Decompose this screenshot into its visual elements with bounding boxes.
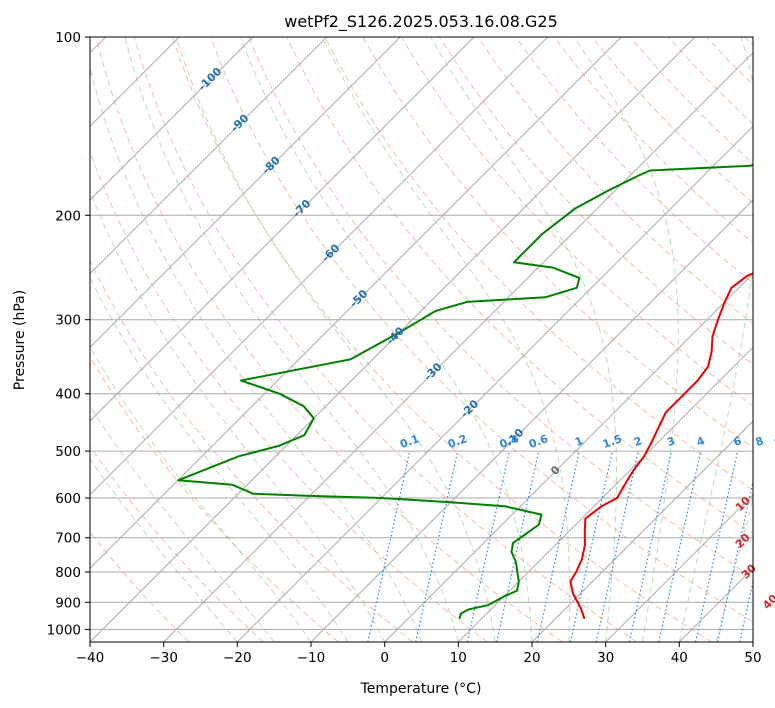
chart-title: wetPf2_S126.2025.053.16.08.G25 (284, 12, 558, 32)
mixing-ratio-label: 6 (732, 434, 744, 449)
x-tick-label: −10 (297, 650, 326, 666)
isotherm-line (90, 37, 401, 349)
axis-ticks: −40 −30 −20 −10 0 10 20 30 40 5010020030040050060… (47, 30, 762, 666)
isotherm-line (90, 37, 328, 275)
moist-adiabat-line (239, 37, 533, 642)
y-tick-label: 600 (55, 491, 81, 507)
isotherm-line (384, 272, 753, 642)
moist-adiabat-line (175, 37, 496, 642)
dry-adiabat-line (90, 445, 264, 642)
isotherm-line (531, 420, 753, 642)
x-tick-label: 50 (744, 650, 761, 666)
x-tick-label: −40 (76, 650, 105, 666)
mixing-ratio-label: 8 (754, 434, 766, 449)
mixing-ratio-line (466, 450, 510, 642)
mixing-ratio-label: 0.2 (446, 432, 469, 451)
dry-adiabat-line (210, 37, 753, 623)
isotherm-line (90, 37, 549, 496)
moist-adiabat-line (90, 276, 349, 642)
moist-adiabat-line (90, 189, 386, 642)
y-tick-label: 1000 (47, 622, 81, 638)
x-tick-label: 10 (450, 650, 467, 666)
sounding-line (177, 163, 753, 620)
mixing-ratio-label: 4 (695, 434, 707, 449)
moist-adiabat-line (90, 458, 238, 642)
dry-adiabat-line (286, 37, 753, 534)
mixing-ratio-label: 1 (573, 434, 585, 449)
sounding-line (569, 272, 753, 620)
mixing-ratio-line (569, 450, 613, 642)
moist-adiabat-line (715, 498, 753, 642)
x-tick-label: 20 (523, 650, 540, 666)
y-tick-label: 800 (55, 565, 81, 581)
moist-adiabat-line (574, 37, 679, 642)
mixing-ratio-label: 3 (665, 434, 677, 449)
dry-adiabat-line (95, 37, 563, 642)
mixing-ratio-line (536, 450, 580, 642)
x-tick-label: 40 (671, 650, 688, 666)
moist-adiabat-line (678, 37, 753, 642)
mixing-ratio-label: 0.4 (498, 432, 521, 451)
mixing-ratio-label: 10 (772, 433, 775, 451)
y-tick-label: 700 (55, 531, 81, 547)
y-tick-label: 500 (55, 444, 81, 460)
x-tick-label: −20 (223, 650, 252, 666)
mixing-ratio-line (717, 478, 753, 642)
mixing-ratio-line (415, 450, 459, 642)
x-tick-label: −30 (149, 650, 178, 666)
mixing-ratio-line (367, 450, 411, 642)
dry-adiabat-line (324, 37, 753, 491)
mixing-ratio-line (695, 450, 739, 642)
mixing-ratio-line (496, 450, 540, 642)
x-tick-label: 30 (597, 650, 614, 666)
mixing-ratio-label: 1.5 (601, 432, 624, 451)
isotherm-line (605, 493, 753, 642)
x-tick-label: 0 (380, 650, 389, 666)
isotherm-line (236, 125, 753, 642)
x-axis-label: Temperature (°C) (360, 681, 482, 697)
moist-adiabat-line (322, 37, 571, 642)
y-tick-label: 300 (55, 313, 81, 329)
dry-adiabat-line (90, 356, 339, 642)
mixing-ratio-line (628, 450, 672, 642)
isotherm-line (90, 37, 475, 422)
dry-adiabat-line (515, 37, 753, 284)
mixing-ratio-line (739, 579, 753, 642)
isotherm-line (90, 37, 254, 201)
isotherm-line (163, 51, 753, 642)
y-axis-label: Pressure (hPa) (12, 290, 28, 390)
mixing-ratio-label: 2 (632, 434, 644, 449)
dry-adiabat-line (171, 37, 712, 642)
mixing-ratio-line (595, 450, 639, 642)
moist-adiabat-line (430, 37, 617, 642)
y-tick-label: 200 (55, 208, 81, 224)
y-tick-label: 900 (55, 595, 81, 611)
dry-adiabat-line (90, 259, 414, 642)
moist-adiabat-line (124, 37, 459, 642)
isotherm-line (457, 346, 753, 642)
isotherm-line (90, 37, 696, 642)
mixing-ratio-label: 0.1 (398, 432, 421, 451)
moist-adiabat-line (90, 65, 422, 642)
mixing-ratio-line (658, 450, 702, 642)
y-tick-label: 100 (55, 30, 81, 46)
plot-frame (89, 36, 754, 643)
isotherm-line (90, 37, 622, 570)
y-tick-label: 400 (55, 387, 81, 403)
isotherm-line (310, 199, 753, 642)
mixing-ratio-label: 0.6 (527, 432, 550, 451)
sounding-lines (177, 163, 753, 620)
